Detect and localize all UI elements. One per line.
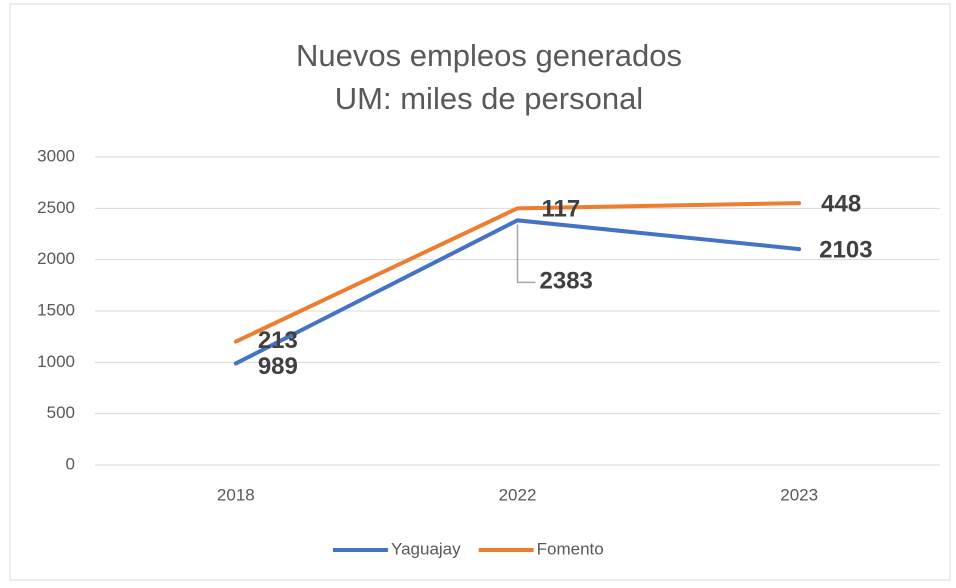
- y-tick-label: 2000: [37, 249, 75, 268]
- data-label: 448: [821, 190, 861, 217]
- legend-label: Fomento: [537, 539, 604, 558]
- y-tick-label: 2500: [37, 198, 75, 217]
- y-tick-label: 500: [47, 403, 75, 422]
- data-label: 117: [542, 196, 581, 223]
- x-tick-label: 2018: [217, 485, 255, 504]
- legend-label: Yaguajay: [391, 539, 461, 558]
- series-line: [233, 218, 802, 366]
- chart-subtitle: UM: miles de personal: [335, 81, 643, 116]
- chart-title: Nuevos empleos generados: [296, 38, 682, 73]
- y-tick-label: 1500: [37, 300, 75, 319]
- y-tick-label: 3000: [37, 146, 75, 165]
- x-tick-label: 2023: [780, 485, 818, 504]
- chart-border: [9, 3, 951, 581]
- y-tick-label: 0: [66, 454, 75, 473]
- x-tick-label: 2022: [499, 485, 537, 504]
- data-label: 213: [258, 327, 298, 354]
- y-tick-label: 1000: [37, 352, 75, 371]
- data-label: 2383: [540, 268, 593, 295]
- data-label: 2103: [819, 236, 872, 263]
- series-line: [233, 201, 802, 344]
- data-label: 989: [258, 353, 298, 380]
- leader-line: [516, 224, 536, 284]
